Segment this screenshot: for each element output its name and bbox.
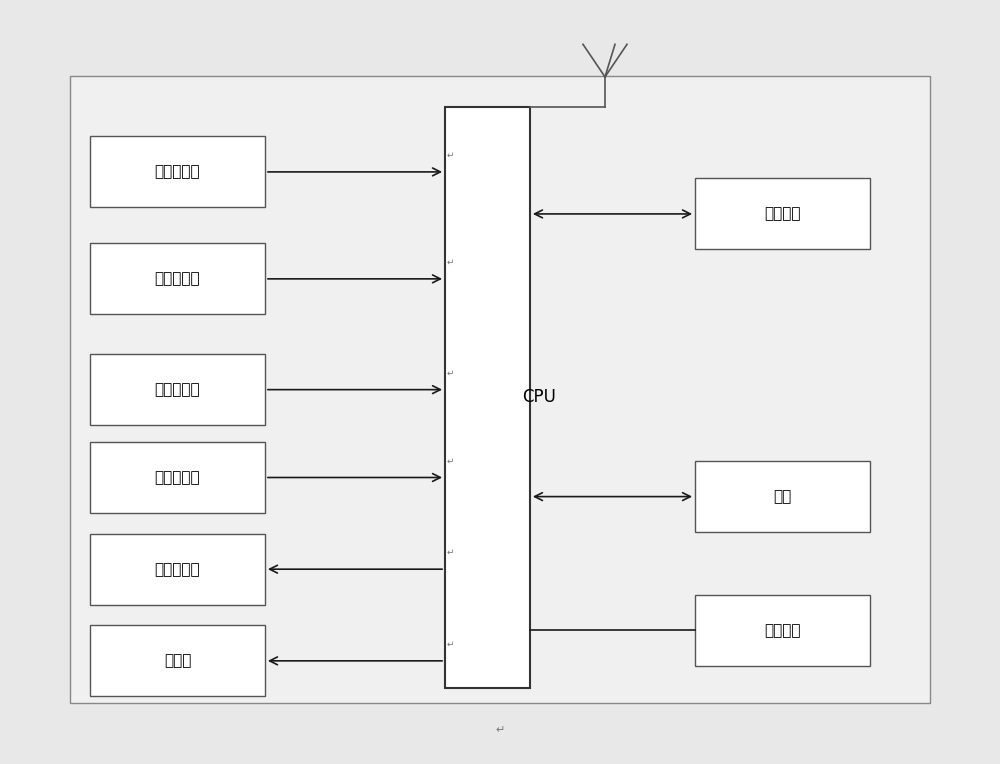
Bar xyxy=(445,107,530,688)
Text: 键盘: 键盘 xyxy=(773,489,792,504)
Bar xyxy=(90,533,265,605)
Bar xyxy=(90,243,265,315)
Text: 雨滴传感器: 雨滴传感器 xyxy=(155,382,200,397)
Text: ↵: ↵ xyxy=(447,151,454,160)
Text: ↵: ↵ xyxy=(447,548,454,557)
Text: 温度传感器: 温度传感器 xyxy=(155,164,200,180)
Bar xyxy=(90,625,265,697)
Text: ↵: ↵ xyxy=(447,456,454,465)
Text: ↵: ↵ xyxy=(447,368,454,377)
Bar xyxy=(70,76,930,703)
Bar xyxy=(695,461,870,532)
Text: 电源单元: 电源单元 xyxy=(764,623,801,638)
Text: ↵: ↵ xyxy=(447,257,454,267)
Text: ↵: ↵ xyxy=(447,639,454,649)
Text: 视频传感器: 视频传感器 xyxy=(155,470,200,485)
Text: CPU: CPU xyxy=(522,388,556,406)
Text: 存储单元: 存储单元 xyxy=(764,206,801,222)
Bar xyxy=(90,442,265,513)
Bar xyxy=(90,354,265,425)
Text: 光照传感器: 光照传感器 xyxy=(155,271,200,286)
Text: 继电器: 继电器 xyxy=(164,653,191,668)
Bar xyxy=(90,136,265,207)
Bar xyxy=(695,594,870,665)
Bar xyxy=(695,178,870,249)
Text: ↵: ↵ xyxy=(495,724,505,735)
Text: 声音传感器: 声音传感器 xyxy=(155,562,200,577)
